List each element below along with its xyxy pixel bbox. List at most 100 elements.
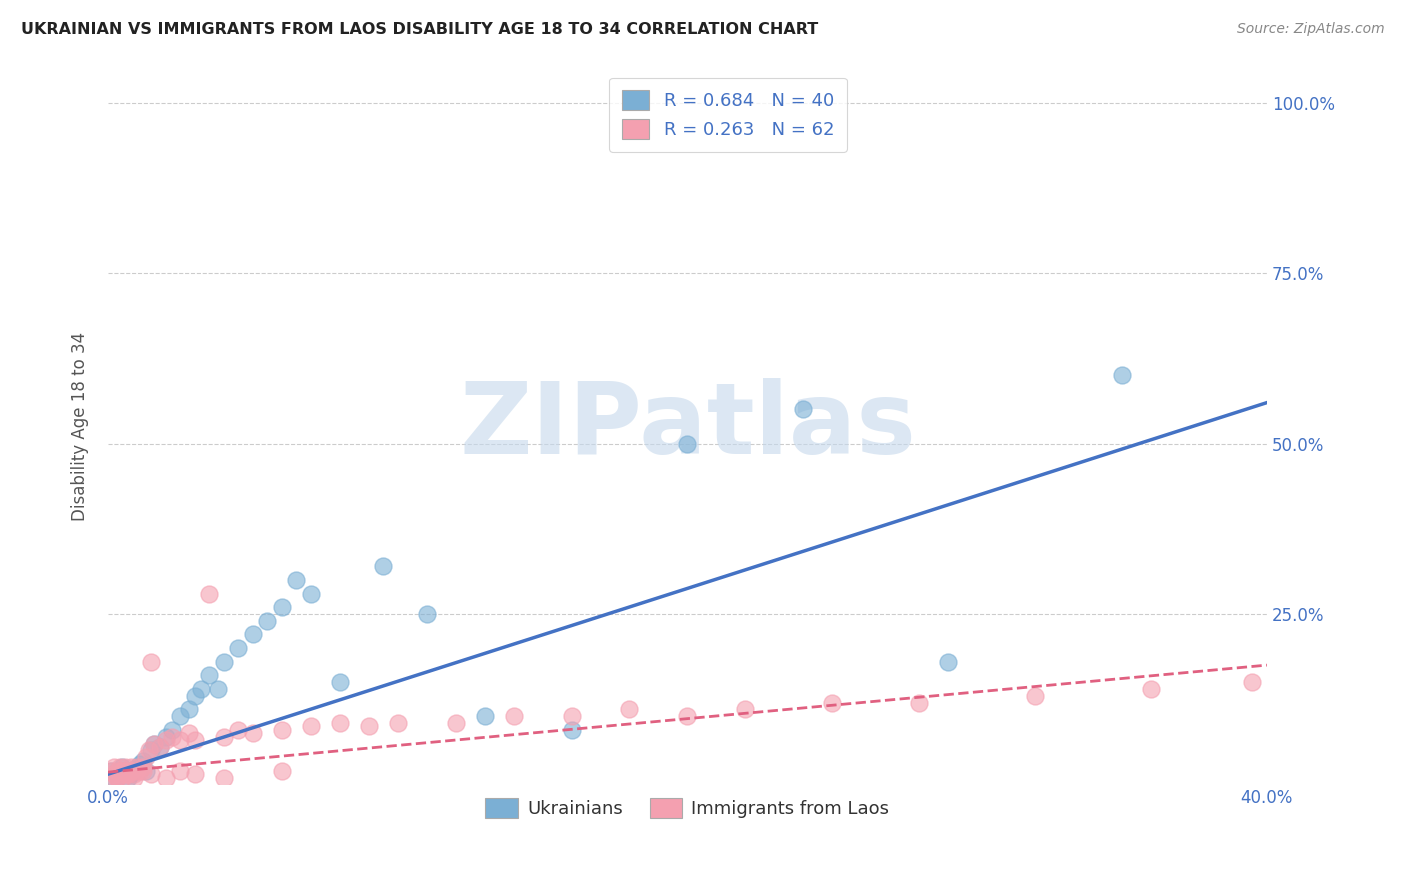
Text: Source: ZipAtlas.com: Source: ZipAtlas.com [1237,22,1385,37]
Point [474,709,496,723]
Point [373,559,395,574]
Point [108,767,131,781]
Point [120,764,142,778]
Point [179,702,201,716]
Point [128,756,150,771]
Point [228,641,250,656]
Point [329,675,352,690]
Point [138,743,160,757]
Point [105,764,128,778]
Point [135,764,157,778]
Point [676,436,699,450]
Point [111,760,134,774]
Point [141,767,163,781]
Point [357,719,380,733]
Point [132,760,155,774]
Point [149,739,172,754]
Point [502,709,524,723]
Point [117,771,139,785]
Point [114,764,136,778]
Point [212,771,235,785]
Point [128,764,150,778]
Point [132,754,155,768]
Point [387,716,409,731]
Point [160,730,183,744]
Point [184,733,207,747]
Point [207,681,229,696]
Point [108,767,131,781]
Point [111,771,134,785]
Point [792,402,814,417]
Point [169,764,191,778]
Point [155,730,177,744]
Point [1140,681,1163,696]
Point [908,696,931,710]
Point [125,764,148,778]
Point [103,771,125,785]
Point [155,733,177,747]
Point [143,737,166,751]
Point [117,767,139,781]
Point [299,586,322,600]
Point [122,764,145,778]
Point [103,760,125,774]
Point [444,716,467,731]
Point [125,760,148,774]
Point [125,760,148,774]
Point [821,696,844,710]
Point [122,767,145,781]
Point [100,771,122,785]
Point [198,586,221,600]
Point [329,716,352,731]
Point [212,730,235,744]
Point [169,733,191,747]
Point [415,607,437,621]
Point [270,723,292,737]
Text: ZIPatlas: ZIPatlas [458,378,915,475]
Point [676,709,699,723]
Point [734,702,756,716]
Point [270,764,292,778]
Point [105,764,128,778]
Point [198,668,221,682]
Point [1111,368,1133,383]
Point [117,767,139,781]
Point [100,764,122,778]
Point [242,726,264,740]
Point [111,764,134,778]
Y-axis label: Disability Age 18 to 34: Disability Age 18 to 34 [72,332,89,521]
Point [132,764,155,778]
Point [120,767,142,781]
Point [135,750,157,764]
Point [155,771,177,785]
Point [1241,675,1264,690]
Point [1024,689,1046,703]
Point [105,771,128,785]
Point [936,655,959,669]
Point [105,771,128,785]
Point [114,760,136,774]
Point [111,764,134,778]
Point [561,723,583,737]
Point [117,764,139,778]
Point [619,702,641,716]
Point [103,767,125,781]
Point [190,681,212,696]
Point [160,723,183,737]
Legend: Ukrainians, Immigrants from Laos: Ukrainians, Immigrants from Laos [478,791,897,825]
Point [212,655,235,669]
Point [141,743,163,757]
Point [143,737,166,751]
Point [179,726,201,740]
Point [100,764,122,778]
Point [228,723,250,737]
Point [114,767,136,781]
Point [299,719,322,733]
Point [122,771,145,785]
Text: UKRAINIAN VS IMMIGRANTS FROM LAOS DISABILITY AGE 18 TO 34 CORRELATION CHART: UKRAINIAN VS IMMIGRANTS FROM LAOS DISABI… [21,22,818,37]
Point [285,573,308,587]
Point [256,614,278,628]
Point [561,709,583,723]
Point [270,600,292,615]
Point [184,767,207,781]
